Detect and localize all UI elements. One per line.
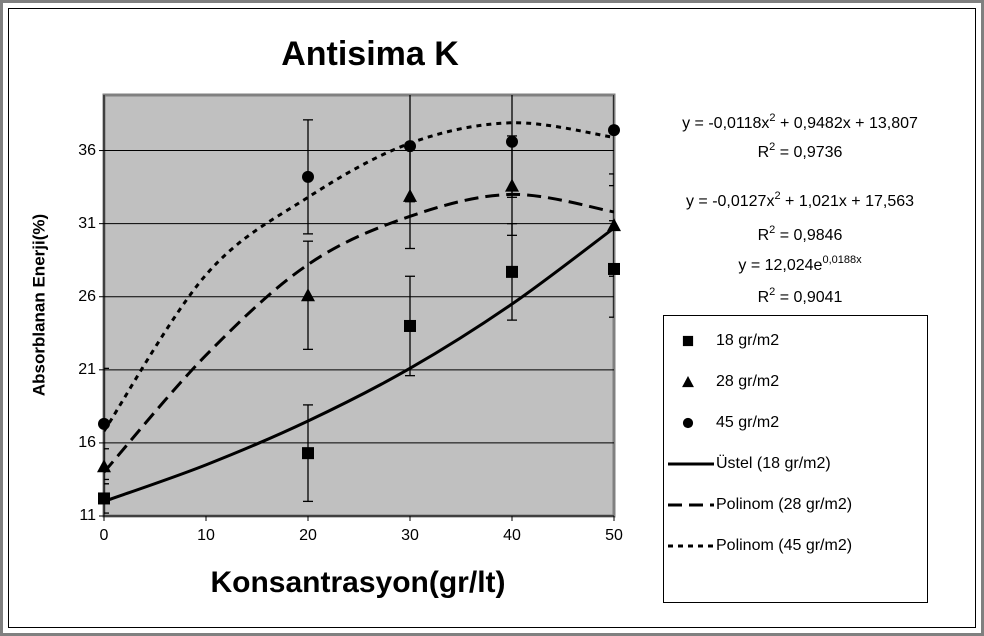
legend-swatch	[668, 503, 714, 506]
equation-text: = 0,9041	[775, 289, 842, 306]
legend-swatch	[682, 375, 694, 387]
error-bar	[104, 367, 109, 481]
legend-symbol	[664, 456, 716, 472]
marker	[608, 124, 620, 137]
legend-swatch	[682, 335, 694, 346]
marker	[682, 417, 694, 428]
legend-label: 28 gr/m2	[716, 373, 780, 390]
marker	[302, 170, 314, 183]
plot-clip	[104, 95, 614, 514]
marker	[608, 262, 620, 275]
equation-text: y = -0,0127x	[686, 193, 775, 210]
superscript: 2	[774, 190, 780, 202]
legend-symbol	[664, 538, 716, 554]
superscript: 0,0188x	[822, 254, 862, 266]
legend-item: Polinom (45 gr/m2)	[664, 525, 927, 566]
legend-label: 45 gr/m2	[716, 414, 780, 431]
error-bar	[104, 448, 109, 485]
legend-item: 18 gr/m2	[664, 320, 927, 361]
marker	[506, 265, 518, 278]
superscript: 2	[769, 112, 775, 124]
legend-symbol	[664, 333, 716, 349]
equation-text: + 0,9482x + 13,807	[776, 115, 918, 132]
superscript: 2	[769, 141, 775, 153]
superscript: 2	[769, 224, 775, 236]
trendline	[104, 121, 614, 433]
x-tick-label: 20	[299, 527, 317, 544]
y-tick-label: 31	[78, 215, 96, 232]
x-tick-label: 30	[401, 527, 419, 544]
plot-area	[102, 93, 616, 518]
marker	[97, 459, 111, 473]
legend-label: Polinom (28 gr/m2)	[716, 496, 853, 513]
legend-label: Üstel (18 gr/m2)	[716, 455, 831, 472]
marker	[607, 218, 621, 232]
equation-text: R	[758, 144, 770, 161]
equation-text: = 0,9736	[775, 144, 842, 161]
y-tick-label: 21	[78, 361, 96, 378]
legend-symbol	[664, 497, 716, 513]
y-tick-label: 36	[78, 142, 96, 159]
legend-swatch	[668, 544, 714, 547]
x-tick-label: 0	[100, 527, 109, 544]
marker	[98, 417, 110, 430]
legend-item: 28 gr/m2	[664, 361, 927, 402]
x-axis-title: Konsantrasyon(gr/lt)	[210, 566, 505, 599]
x-tick-label: 10	[197, 527, 215, 544]
legend-item: 45 gr/m2	[664, 402, 927, 443]
legend-symbol	[664, 374, 716, 390]
marker	[301, 288, 315, 302]
marker	[404, 140, 416, 153]
y-tick-label: 11	[79, 507, 96, 524]
x-tick-label: 50	[605, 527, 623, 544]
y-tick-label: 26	[78, 288, 96, 305]
legend-symbol	[664, 415, 716, 431]
equation-text: y = 12,024e	[738, 257, 822, 274]
equation: R2 = 0,9846	[758, 224, 843, 244]
superscript: 2	[769, 286, 775, 298]
legend-swatch	[682, 417, 694, 428]
equation-text: R	[758, 289, 770, 306]
equation-text: + 1,021x + 17,563	[781, 193, 915, 210]
chart-title: Antisima K	[281, 35, 459, 73]
error-bar	[609, 220, 614, 318]
marker	[302, 447, 314, 460]
equation: y = -0,0127x2 + 1,021x + 17,563	[686, 190, 914, 210]
y-tick-label: 16	[78, 434, 96, 451]
equation-text: = 0,9846	[775, 227, 842, 244]
legend-label: 18 gr/m2	[716, 332, 780, 349]
chart-frame	[8, 8, 976, 628]
equation: y = -0,0118x2 + 0,9482x + 13,807	[682, 112, 918, 132]
equation-text: y = -0,0118x	[682, 115, 769, 132]
equation-text: R	[758, 227, 770, 244]
marker	[506, 135, 518, 148]
legend-item: Üstel (18 gr/m2)	[664, 443, 927, 484]
legend: 18 gr/m2 28 gr/m2 45 gr/m2 Üstel (18 gr/m2)…	[663, 315, 928, 603]
marker	[682, 375, 694, 387]
legend-label: Polinom (45 gr/m2)	[716, 537, 853, 554]
marker	[403, 188, 417, 202]
marker	[98, 492, 110, 505]
error-bar	[609, 95, 614, 187]
equation: R2 = 0,9736	[758, 141, 843, 161]
error-bar	[609, 173, 614, 277]
marker	[404, 319, 416, 332]
legend-swatch	[668, 462, 714, 465]
marker	[682, 335, 694, 346]
equation: R2 = 0,9041	[758, 286, 843, 306]
y-axis-title: Absorblanan Enerji(%)	[29, 214, 48, 396]
trendline	[104, 226, 614, 503]
equation: y = 12,024e0,0188x	[738, 254, 862, 274]
x-tick-label: 40	[503, 527, 521, 544]
legend-item: Polinom (28 gr/m2)	[664, 484, 927, 525]
marker	[505, 178, 519, 192]
trendline	[104, 192, 614, 474]
